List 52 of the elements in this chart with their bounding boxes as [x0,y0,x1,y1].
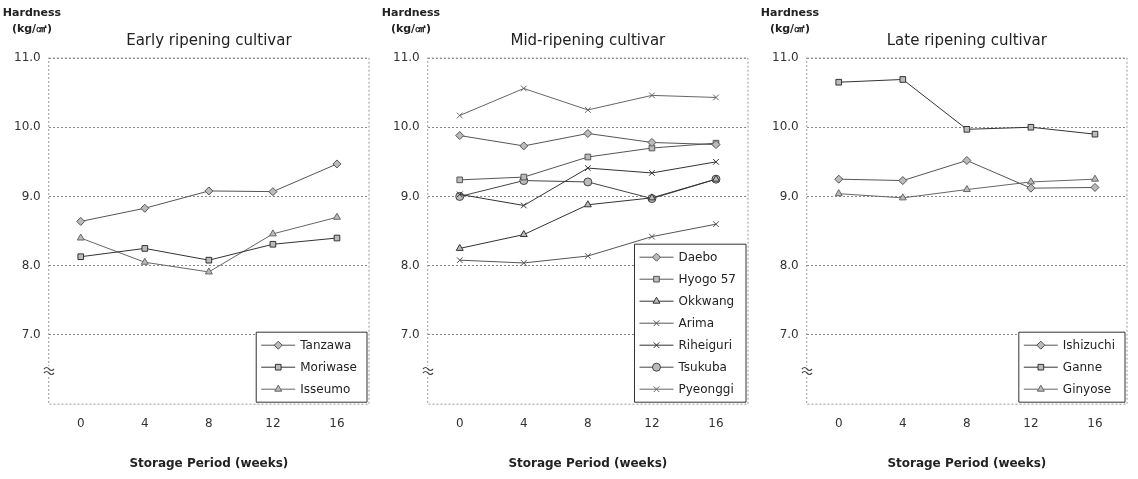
legend-label: Tanzawa [299,338,352,353]
legend-label: Pyeonggi [678,382,734,397]
y-tick-label: 8.0 [21,257,41,272]
x-tick-label: 12 [644,415,660,430]
y-tick-label: 7.0 [21,327,41,342]
legend-label: Riheiguri [678,338,732,353]
y-tick-label: 8.0 [779,257,799,272]
x-tick-label: 4 [519,415,528,430]
x-axis-title: Storage Period (weeks) [129,455,289,470]
legend-label: Isseumo [300,382,351,397]
x-tick-label: 8 [963,415,971,430]
x-axis-title: Storage Period (weeks) [887,455,1047,470]
x-tick-label: 0 [76,415,85,430]
x-tick-label: 4 [140,415,149,430]
y-tick-label: 8.0 [400,257,420,272]
y-tick-label: 11.0 [14,50,41,65]
y-tick-label: 10.0 [393,119,420,134]
x-tick-label: 16 [708,415,724,430]
y-tick-label: 7.0 [779,327,799,342]
y-tick-label: 9.0 [779,188,799,203]
chart-title: Mid-ripening cultivar [510,31,667,49]
y-tick-label: 9.0 [21,188,41,203]
y-tick-label: 10.0 [14,119,41,134]
x-tick-label: 12 [265,415,281,430]
y-tick-label: 7.0 [400,327,420,342]
legend-label: Ginyose [1062,382,1112,397]
x-tick-label: 0 [455,415,464,430]
x-tick-label: 12 [1023,415,1039,430]
chart-title: Early ripening cultivar [126,31,293,49]
x-tick-label: 4 [898,415,907,430]
x-tick-label: 16 [329,415,345,430]
y-tick-label: 11.0 [393,50,420,65]
y-tick-label: 9.0 [400,188,420,203]
x-tick-label: 16 [1087,415,1103,430]
legend-label: Ganne [1062,360,1103,375]
x-tick-label: 0 [834,415,843,430]
x-axis-title: Storage Period (weeks) [508,455,668,470]
legend-label: Tsukuba [677,360,727,375]
y-axis-title: Hardness (kg/㎠) [381,6,441,36]
y-axis-title: Hardness (kg/㎠) [760,6,820,36]
legend-label: Hyogo 57 [678,272,737,287]
y-axis-title: Hardness (kg/㎠) [2,6,62,36]
x-tick-label: 8 [205,415,213,430]
y-tick-label: 10.0 [772,119,799,134]
legend-label: Moriwase [300,360,357,375]
legend-label: Daebo [678,250,718,265]
legend-label: Arima [678,316,715,331]
x-tick-label: 8 [584,415,592,430]
y-tick-label: 11.0 [772,50,799,65]
legend-label: Okkwang [678,294,735,309]
legend-label: Ishizuchi [1062,338,1115,353]
chart-title: Late ripening cultivar [886,31,1048,49]
